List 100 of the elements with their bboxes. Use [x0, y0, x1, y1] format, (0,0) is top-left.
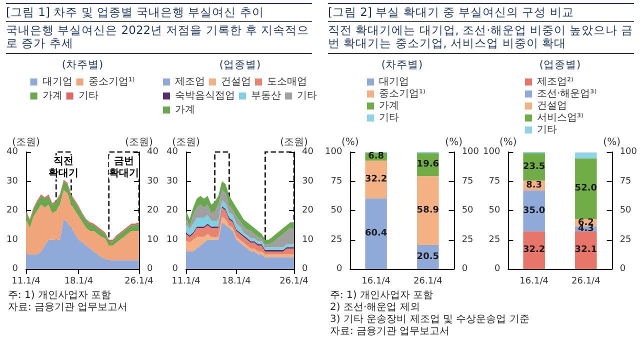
- legend-label: 가계: [379, 100, 399, 112]
- bar: [365, 198, 387, 269]
- text: 자료: 금융기관 업무보고서: [8, 302, 128, 314]
- annotation: 직전 확대기: [48, 156, 79, 179]
- data-label: 23.5: [522, 162, 546, 172]
- x-tick-label: 16.1/4: [362, 276, 391, 286]
- y-tick-label: 20: [166, 206, 178, 216]
- y2-tick-label: 0: [462, 264, 468, 274]
- y-tick-label: 25: [488, 234, 500, 245]
- x-tick-label: 11.1/4: [12, 276, 41, 286]
- data-label: 52.0: [574, 184, 598, 194]
- data-label: 60.4: [364, 228, 388, 239]
- legend-label: 기타: [78, 90, 98, 102]
- y-tick-label: 10: [166, 234, 178, 245]
- data-label: 8.3: [526, 180, 542, 191]
- data-label: 19.6: [416, 160, 440, 170]
- text: (차주별): [380, 58, 424, 72]
- legend-label: 기타: [297, 90, 317, 102]
- y-axis-title: (%): [500, 137, 517, 148]
- y-tick-label: 50: [488, 206, 500, 216]
- legend-label: 대기업: [379, 76, 409, 88]
- legend-label: 기타: [537, 124, 557, 136]
- x-tick-label: 18.1/4: [222, 276, 252, 286]
- bar: [417, 176, 439, 246]
- y2-tick-label: 75: [620, 176, 632, 186]
- chart-title: (업종별): [538, 58, 582, 72]
- bar: [575, 231, 597, 269]
- text: 주: 1) 개인사업자 포함: [330, 290, 434, 302]
- data-label: 20.5: [416, 252, 440, 262]
- bar: [575, 158, 597, 220]
- bar: [523, 231, 545, 269]
- x-tick-label: 11.1/4: [172, 276, 201, 286]
- y-tick-label: 40: [6, 147, 18, 157]
- y2-tick-label: 30: [302, 176, 314, 186]
- y-tick-label: 75: [330, 176, 342, 186]
- y-tick-label: 0: [172, 264, 178, 274]
- y2-tick-label: 25: [462, 234, 474, 245]
- text: (차주별): [60, 58, 104, 72]
- y2-tick-label: 0: [147, 264, 153, 274]
- text: 3) 기타 운송장비 제조업 및 수상운송업 기준: [330, 314, 530, 326]
- x-tick-label: 18.1/4: [64, 276, 94, 286]
- y-axis-title: (%): [342, 137, 359, 148]
- y-tick-label: 25: [330, 234, 342, 245]
- y-tick-label: 30: [6, 176, 18, 186]
- y-tick-label: 0: [494, 264, 500, 274]
- y-tick-label: 0: [336, 264, 342, 274]
- y2-tick-label: 30: [147, 176, 159, 186]
- y2-tick-label: 10: [147, 234, 159, 245]
- x-tick-label: 26.1/4: [124, 276, 154, 286]
- y2-tick-label: 100: [620, 147, 638, 157]
- y2-axis-title: (%): [603, 137, 621, 148]
- y2-tick-label: 0: [302, 264, 308, 274]
- legend-label: 기타: [379, 112, 399, 124]
- annotation: 금번 확대기: [108, 156, 139, 179]
- y-tick-label: 50: [330, 206, 342, 216]
- bar: [523, 190, 545, 232]
- legend-label: 대기업: [42, 76, 72, 88]
- legend-label: 제조업²⁾: [537, 76, 574, 88]
- text: 직전 확대기에는 대기업, 조선·해운업 비중이 높았으나 금번 확대기는 중소기업, 서비스업 비중이 확대: [328, 22, 634, 54]
- y-tick-label: 20: [6, 206, 18, 216]
- y-axis-title: (조원): [172, 137, 200, 148]
- x-tick-label: 26.1/4: [280, 276, 309, 286]
- data-label: 32.2: [364, 174, 388, 184]
- legend-label: 도소매업: [267, 76, 307, 88]
- x-tick-label: 16.1/4: [520, 276, 549, 286]
- data-label: 58.9: [416, 206, 440, 216]
- y2-tick-label: 0: [620, 264, 626, 274]
- y-tick-label: 40: [166, 147, 178, 157]
- legend-label: 가계: [42, 90, 62, 102]
- x-tick-label: 26.1/4: [414, 276, 443, 286]
- y2-tick-label: 50: [462, 206, 474, 216]
- y2-tick-label: 50: [620, 206, 632, 216]
- y-tick-label: 75: [488, 176, 500, 186]
- y2-axis-title: (조원): [280, 137, 308, 148]
- chart-title: [그림 2] 부실 확대기 중 부실여신의 구성 비교: [328, 3, 634, 22]
- chart-title: (업종별): [218, 58, 262, 72]
- legend-label: 조선·해운업³⁾: [537, 88, 597, 100]
- legend-label: 부동산: [251, 90, 281, 102]
- text: 자료: 금융기관 업무보고서: [330, 326, 451, 338]
- legend-label: 숙박음식점업: [175, 90, 235, 102]
- chart-title: [그림 1] 차주 및 업종별 국내은행 부실여신 추이: [6, 3, 312, 22]
- bar: [365, 160, 387, 198]
- data-label: 32.2: [522, 245, 546, 256]
- legend-label: 중소기업¹⁾: [88, 76, 135, 88]
- legend-label: 서비스업³⁾: [537, 112, 584, 124]
- y2-tick-label: 20: [302, 206, 314, 216]
- y2-tick-label: 40: [302, 147, 314, 157]
- legend-label: 가계: [175, 104, 195, 116]
- chart-subtitle: 국내은행 부실여신은 2022년 저점을 기록한 후 지속적으로 증가 추세: [6, 22, 312, 54]
- y-tick-label: 0: [12, 264, 18, 274]
- x-tick-label: 26.1/4: [572, 276, 601, 286]
- text: 주: 1) 개인사업자 포함: [8, 290, 112, 302]
- y-tick-label: 100: [482, 147, 500, 157]
- data-label: 32.1: [574, 245, 598, 256]
- legend-label: 중소기업¹⁾: [379, 88, 426, 100]
- y2-axis-title: (조원): [125, 137, 153, 148]
- legend-label: 건설업: [221, 76, 251, 88]
- data-label: 6.8: [368, 152, 384, 162]
- y2-tick-label: 40: [147, 147, 159, 157]
- y2-tick-label: 25: [620, 234, 632, 245]
